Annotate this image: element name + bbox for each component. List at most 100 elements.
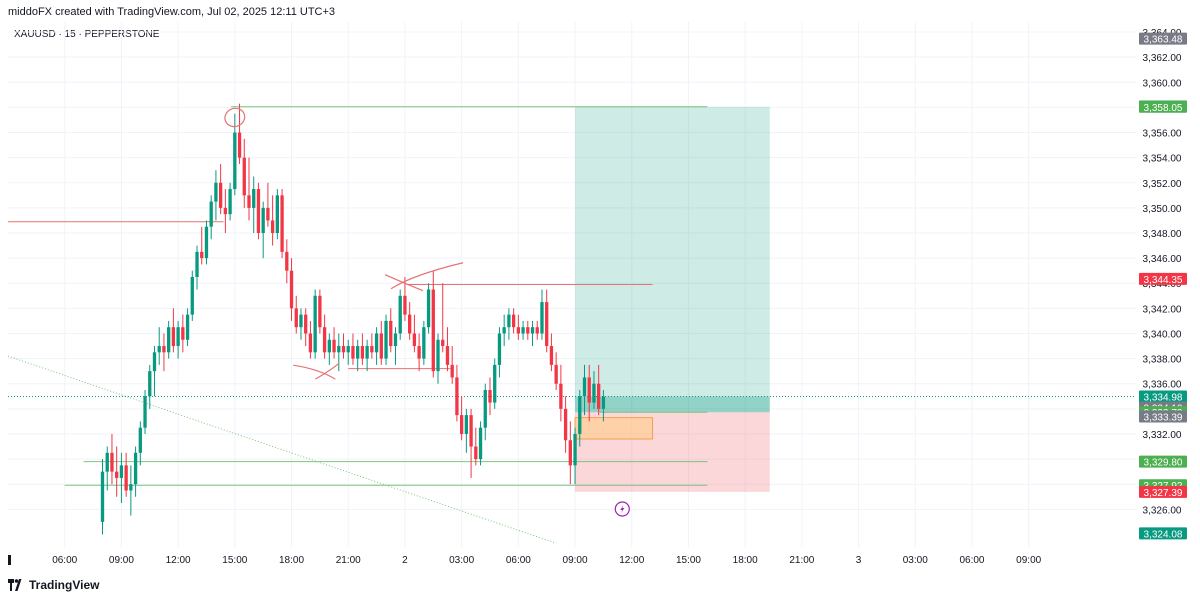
lightning-glyph — [620, 505, 625, 513]
candle-body — [488, 390, 492, 403]
candle — [171, 308, 176, 353]
take-profit-zone — [575, 106, 770, 413]
candle — [540, 289, 544, 340]
x-tick-label: 2 — [402, 555, 408, 566]
candle-body — [521, 327, 525, 334]
candle-body — [195, 251, 199, 277]
candle-body — [167, 327, 171, 353]
candle-body — [497, 333, 502, 365]
candle — [535, 320, 539, 340]
candle — [597, 364, 601, 416]
candle — [223, 189, 228, 234]
candle-body — [280, 195, 284, 252]
candle-body — [148, 371, 152, 397]
candle — [337, 333, 341, 372]
candle — [563, 396, 568, 453]
candle — [294, 295, 298, 334]
y-tick-label: 3,352.00 — [1143, 179, 1182, 190]
price-badge-bg — [1139, 410, 1187, 423]
candle — [157, 327, 161, 365]
x-tick-label: 18:00 — [279, 555, 304, 566]
x-tick-label: 06:00 — [506, 555, 531, 566]
candle — [341, 333, 346, 359]
candle-body — [228, 189, 232, 215]
candle-body — [360, 346, 365, 359]
candle — [237, 103, 242, 164]
candle — [195, 245, 199, 290]
candle — [483, 383, 487, 441]
candle-body — [597, 383, 601, 409]
y-tick-label: 3,326.00 — [1143, 505, 1182, 516]
candle — [426, 283, 431, 334]
y-tick-label: 3,338.00 — [1143, 355, 1182, 366]
candle — [247, 157, 251, 221]
candle-body — [356, 346, 360, 359]
grid — [8, 22, 1136, 547]
candle — [289, 258, 294, 321]
candle-body — [455, 377, 459, 416]
candle — [356, 339, 360, 372]
candle — [507, 308, 511, 340]
candle-body — [549, 346, 554, 365]
candle — [346, 339, 350, 365]
candle-body — [450, 364, 454, 378]
order-box — [574, 417, 654, 440]
candle — [275, 189, 280, 240]
candle-body — [247, 195, 251, 208]
tradingview-brand: TradingView — [8, 578, 99, 592]
chart-attribution: middoFX created with TradingView.com, Ju… — [8, 6, 336, 18]
candle-body — [266, 207, 270, 221]
candle-body — [133, 452, 138, 485]
candle-body — [115, 471, 119, 478]
candle-body — [176, 327, 180, 347]
candle-body — [578, 396, 582, 434]
candle — [270, 195, 275, 246]
candle-body — [384, 320, 388, 359]
price-badge: 3,324.08 — [1139, 527, 1187, 540]
candle-body — [535, 327, 539, 334]
candle-body — [256, 189, 261, 234]
candle-body — [181, 327, 185, 340]
candle — [587, 364, 591, 422]
candle-body — [478, 427, 483, 460]
candle-body — [587, 377, 591, 403]
candle-body — [341, 346, 346, 353]
candle — [351, 333, 355, 365]
price-badge-bg — [1139, 527, 1187, 540]
candle-body — [393, 333, 398, 347]
candle — [450, 346, 454, 384]
x-tick-label: 06:00 — [959, 555, 984, 566]
y-tick-label: 3,348.00 — [1143, 229, 1182, 240]
candle-body — [374, 333, 379, 353]
candle — [162, 333, 166, 372]
candle-body — [469, 415, 473, 447]
candle-body — [459, 415, 464, 434]
candle-body — [318, 295, 322, 328]
candle — [526, 320, 530, 340]
cross-mark-bottom — [293, 362, 340, 380]
candle-body — [370, 346, 374, 353]
price-badge-label: 3,363.48 — [1144, 35, 1183, 46]
candle — [530, 320, 535, 347]
candle — [408, 302, 412, 340]
price-badge: 3,327.39 — [1139, 485, 1187, 499]
x-tick-label: 21:00 — [336, 555, 361, 566]
candle — [119, 452, 124, 504]
position-zones — [574, 106, 770, 492]
candle-body — [209, 201, 213, 227]
candle-body — [143, 396, 147, 428]
candle — [493, 358, 497, 409]
candle-body — [308, 333, 313, 353]
candle — [318, 289, 322, 334]
candle — [133, 446, 138, 497]
y-tick-label: 3,360.00 — [1143, 78, 1182, 89]
candle-body — [332, 339, 336, 353]
candle-body — [474, 446, 478, 460]
candle — [304, 308, 308, 347]
candle — [299, 308, 303, 340]
open-profit-zone — [575, 396, 770, 413]
candle-body — [337, 346, 341, 353]
candle-body — [351, 346, 355, 359]
price-badges: 3,363.483,358.073,358.053,344.353,334.98… — [1139, 32, 1187, 540]
